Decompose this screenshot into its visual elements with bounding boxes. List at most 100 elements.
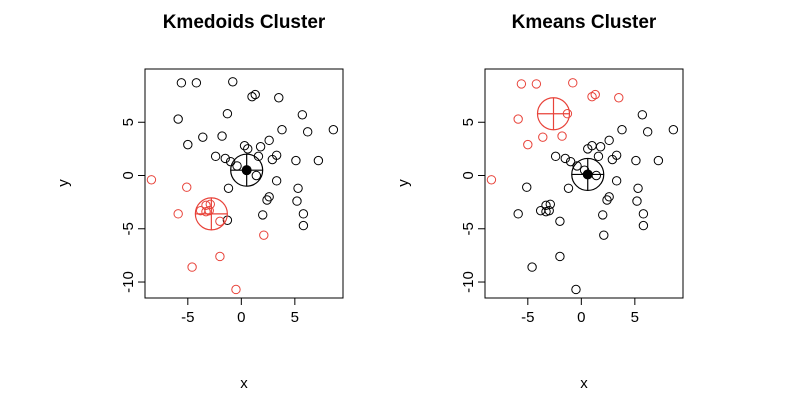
x-axis-label: x bbox=[240, 375, 248, 392]
data-point bbox=[545, 199, 555, 209]
data-point bbox=[274, 93, 284, 103]
data-point bbox=[262, 195, 272, 205]
data-point bbox=[513, 114, 523, 124]
data-point bbox=[222, 109, 233, 119]
data-point bbox=[642, 127, 653, 137]
panel-kmedoids: Kmedoids Cluster -5 0 5 -10 -5 0 5 x y bbox=[55, 12, 344, 392]
cluster-center bbox=[571, 157, 605, 192]
data-point bbox=[297, 110, 308, 120]
data-point bbox=[247, 91, 257, 102]
data-point bbox=[183, 139, 193, 150]
data-point bbox=[617, 125, 627, 135]
data-point bbox=[631, 155, 641, 166]
data-point bbox=[604, 135, 614, 146]
data-point bbox=[239, 140, 250, 151]
data-point bbox=[291, 155, 301, 166]
data-point bbox=[231, 284, 241, 295]
data-point bbox=[523, 139, 533, 150]
panel-kmeans: Kmeans Cluster -5 0 5 -10 -5 0 5 x y bbox=[395, 12, 684, 392]
x-tick-label: -5 bbox=[181, 309, 194, 326]
data-point bbox=[571, 284, 581, 295]
data-point bbox=[555, 251, 565, 262]
data-point bbox=[201, 200, 211, 211]
data-point bbox=[198, 132, 208, 142]
data-point bbox=[293, 183, 303, 193]
center-dot bbox=[582, 169, 593, 180]
data-point bbox=[328, 125, 339, 135]
data-point bbox=[513, 209, 523, 219]
data-point bbox=[205, 199, 215, 209]
y-axis-label: y bbox=[395, 179, 412, 187]
centers bbox=[194, 153, 264, 231]
data-point bbox=[302, 127, 313, 137]
data-point bbox=[555, 216, 565, 227]
data-point bbox=[557, 131, 567, 141]
data-point bbox=[611, 176, 622, 186]
y-tick-label: 5 bbox=[120, 118, 137, 126]
data-point bbox=[560, 153, 570, 164]
data-point bbox=[228, 77, 238, 87]
data-point bbox=[516, 79, 527, 89]
cluster-center bbox=[194, 197, 228, 231]
x-tick-label: 0 bbox=[237, 309, 245, 326]
data-point bbox=[583, 144, 593, 154]
y-tick-label: -5 bbox=[120, 222, 137, 235]
y-tick-label: -10 bbox=[120, 271, 137, 293]
data-point bbox=[590, 89, 600, 100]
data-point bbox=[243, 144, 253, 154]
y-tick-label: 0 bbox=[120, 171, 137, 179]
data-point bbox=[607, 154, 618, 165]
data-point bbox=[215, 251, 225, 262]
data-point bbox=[182, 182, 192, 192]
data-point bbox=[146, 175, 157, 185]
data-point bbox=[595, 142, 606, 152]
data-point bbox=[271, 176, 282, 186]
data-point bbox=[255, 142, 266, 152]
data-point bbox=[187, 262, 197, 272]
data-point bbox=[217, 131, 227, 141]
data-point bbox=[593, 151, 604, 162]
data-point bbox=[632, 196, 642, 206]
data-point bbox=[668, 125, 679, 135]
data-point bbox=[531, 79, 542, 89]
data-point bbox=[223, 183, 234, 193]
data-point bbox=[527, 262, 537, 272]
points bbox=[486, 78, 679, 295]
y-tick-label: 5 bbox=[460, 118, 477, 126]
data-point bbox=[598, 210, 608, 220]
data-point bbox=[486, 175, 497, 185]
data-point bbox=[587, 91, 597, 102]
axes: -5 0 5 -10 -5 0 5 bbox=[460, 118, 639, 326]
y-tick-label: -10 bbox=[460, 271, 477, 293]
data-point bbox=[220, 153, 230, 164]
data-point bbox=[544, 205, 554, 216]
data-point bbox=[637, 110, 648, 120]
data-point bbox=[215, 216, 225, 227]
data-point bbox=[250, 89, 260, 100]
data-point bbox=[653, 155, 664, 166]
data-point bbox=[277, 125, 287, 135]
plot-title: Kmedoids Cluster bbox=[163, 12, 326, 33]
data-point bbox=[191, 78, 202, 88]
data-point bbox=[563, 183, 574, 193]
data-point bbox=[204, 205, 214, 216]
cluster-center bbox=[536, 97, 571, 131]
data-point bbox=[565, 156, 576, 167]
data-point bbox=[604, 192, 614, 202]
data-point bbox=[176, 78, 187, 88]
data-point bbox=[614, 93, 624, 103]
cluster-center bbox=[230, 153, 264, 187]
data-point bbox=[541, 200, 551, 211]
y-tick-label: 0 bbox=[460, 171, 477, 179]
x-tick-label: 5 bbox=[631, 309, 639, 326]
data-point bbox=[298, 220, 309, 231]
data-point bbox=[591, 170, 602, 181]
data-point bbox=[638, 220, 649, 231]
centers bbox=[536, 97, 605, 192]
data-point bbox=[602, 195, 612, 205]
x-tick-label: -5 bbox=[521, 309, 534, 326]
x-tick-label: 0 bbox=[577, 309, 585, 326]
data-point bbox=[313, 155, 324, 166]
plot-title: Kmeans Cluster bbox=[512, 12, 657, 33]
data-point bbox=[550, 151, 561, 162]
